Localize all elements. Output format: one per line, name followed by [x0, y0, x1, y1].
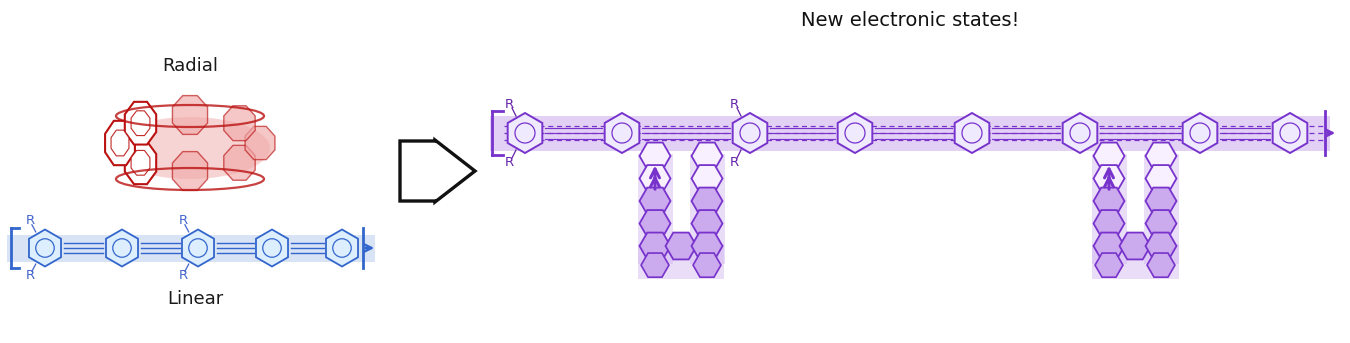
Polygon shape: [666, 233, 697, 259]
Polygon shape: [954, 113, 990, 153]
Bar: [7, 235, 375, 261]
Polygon shape: [131, 111, 150, 135]
Polygon shape: [182, 229, 215, 267]
Polygon shape: [1094, 188, 1125, 214]
Ellipse shape: [109, 117, 270, 179]
Bar: [637, 154, 672, 263]
Polygon shape: [105, 121, 135, 165]
Polygon shape: [693, 253, 721, 277]
Text: R: R: [26, 214, 35, 227]
Polygon shape: [224, 106, 255, 141]
Polygon shape: [1119, 233, 1150, 259]
Polygon shape: [640, 233, 671, 259]
Polygon shape: [691, 210, 722, 237]
Polygon shape: [256, 229, 288, 267]
Polygon shape: [640, 210, 671, 237]
Bar: [1143, 154, 1179, 263]
Polygon shape: [28, 229, 61, 267]
Polygon shape: [640, 165, 671, 192]
Text: R: R: [505, 97, 513, 110]
Polygon shape: [1146, 210, 1176, 237]
Polygon shape: [173, 96, 208, 134]
Polygon shape: [1146, 188, 1176, 214]
Polygon shape: [1094, 143, 1125, 169]
Polygon shape: [838, 113, 872, 153]
Text: R: R: [26, 269, 35, 282]
Text: Linear: Linear: [167, 290, 223, 308]
Polygon shape: [508, 113, 543, 153]
Polygon shape: [111, 130, 130, 156]
Polygon shape: [1183, 113, 1218, 153]
Bar: [1092, 244, 1179, 279]
Polygon shape: [173, 152, 208, 190]
Text: R: R: [178, 269, 188, 282]
Text: R: R: [729, 155, 738, 168]
Polygon shape: [1148, 253, 1174, 277]
Polygon shape: [1062, 113, 1098, 153]
Polygon shape: [124, 102, 157, 144]
Polygon shape: [691, 188, 722, 214]
Polygon shape: [1094, 165, 1125, 192]
Polygon shape: [131, 151, 150, 175]
Bar: [1092, 154, 1126, 263]
Text: R: R: [178, 214, 188, 227]
Bar: [637, 244, 725, 279]
Polygon shape: [400, 140, 475, 202]
Polygon shape: [1146, 165, 1176, 192]
Polygon shape: [124, 141, 157, 184]
Polygon shape: [1095, 253, 1123, 277]
Polygon shape: [640, 143, 671, 169]
Polygon shape: [1146, 233, 1176, 259]
Text: R: R: [729, 97, 738, 110]
Polygon shape: [224, 145, 255, 180]
Polygon shape: [691, 165, 722, 192]
Polygon shape: [733, 113, 767, 153]
Polygon shape: [1146, 143, 1176, 169]
Polygon shape: [641, 253, 670, 277]
Polygon shape: [1094, 210, 1125, 237]
Polygon shape: [1273, 113, 1307, 153]
Polygon shape: [691, 233, 722, 259]
Polygon shape: [107, 229, 138, 267]
Polygon shape: [640, 188, 671, 214]
Text: Radial: Radial: [162, 57, 217, 75]
Bar: [690, 154, 725, 263]
Polygon shape: [1094, 233, 1125, 259]
Bar: [490, 116, 1330, 151]
Polygon shape: [691, 143, 722, 169]
Text: R: R: [505, 155, 513, 168]
Polygon shape: [605, 113, 640, 153]
Polygon shape: [246, 126, 275, 159]
Text: New electronic states!: New electronic states!: [801, 11, 1019, 30]
Polygon shape: [325, 229, 358, 267]
